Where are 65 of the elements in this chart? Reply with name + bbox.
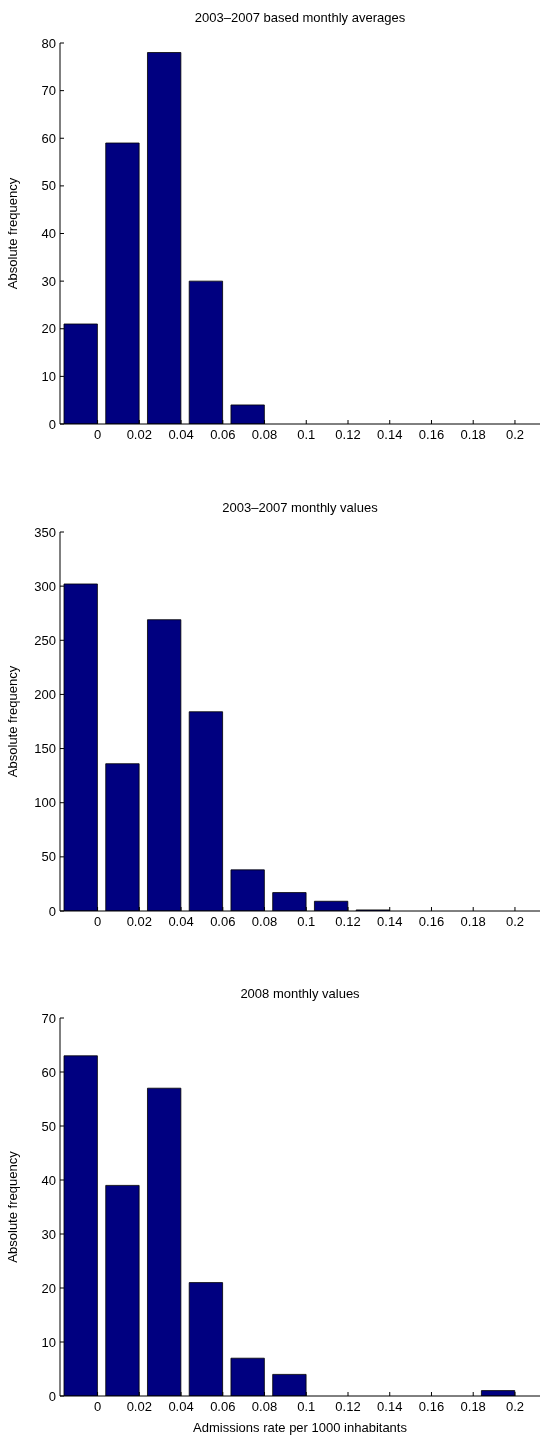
- y-tick-label: 40: [41, 1172, 56, 1188]
- x-tick-label: 0.1: [297, 914, 316, 930]
- x-tick-label: 0: [93, 914, 102, 930]
- x-tick-label: 0: [93, 427, 102, 443]
- x-tick-label: 0.04: [168, 1399, 194, 1415]
- x-tick-label: 0.2: [505, 1399, 524, 1415]
- x-tick-label: 0.2: [505, 914, 524, 930]
- y-tick-label: 0: [48, 416, 56, 432]
- chart-title: 2008 monthly values: [239, 986, 361, 1001]
- y-tick-label: 350: [34, 524, 56, 540]
- x-tick-label: 0.06: [210, 914, 236, 930]
- y-tick-label: 80: [41, 35, 56, 51]
- x-tick-label: 0.02: [126, 427, 152, 443]
- y-tick-label: 250: [34, 632, 56, 648]
- x-tick-label: 0.08: [251, 1399, 278, 1415]
- y-tick-label: 20: [41, 321, 56, 337]
- y-tick-label: 0: [48, 1388, 56, 1404]
- y-tick-label: 30: [41, 273, 56, 289]
- y-tick-label: 50: [41, 849, 56, 865]
- y-tick-label: 70: [41, 1010, 56, 1026]
- x-tick-label: 0.02: [126, 914, 152, 930]
- x-tick-label: 0.16: [418, 914, 445, 930]
- y-axis-title: Absolute frequency: [4, 665, 20, 778]
- x-tick-label: 0.12: [335, 427, 361, 443]
- y-axis-title: Absolute frequency: [4, 177, 20, 290]
- x-axis-title: Admissions rate per 1000 inhabitants: [193, 1420, 408, 1435]
- x-tick-label: 0: [93, 1399, 102, 1415]
- chart-title: 2003–2007 monthly values: [221, 500, 379, 515]
- y-tick-label: 70: [41, 83, 56, 99]
- x-tick-label: 0.12: [335, 1399, 361, 1415]
- x-tick-label: 0.06: [210, 427, 236, 443]
- x-tick-label: 0.16: [418, 1399, 445, 1415]
- y-tick-label: 20: [41, 1280, 56, 1296]
- x-tick-label: 0.18: [460, 427, 486, 443]
- x-tick-label: 0.06: [210, 1399, 236, 1415]
- y-tick-label: 30: [41, 1226, 56, 1242]
- y-tick-label: 150: [34, 741, 56, 757]
- y-tick-label: 200: [34, 687, 56, 703]
- y-tick-label: 40: [41, 226, 56, 242]
- x-tick-label: 0.18: [460, 1399, 486, 1415]
- x-tick-label: 0.14: [377, 1399, 403, 1415]
- y-tick-label: 50: [41, 178, 56, 194]
- x-tick-label: 0.16: [418, 427, 445, 443]
- y-tick-label: 10: [41, 368, 56, 384]
- x-tick-label: 0.14: [377, 427, 403, 443]
- x-tick-label: 0.2: [505, 427, 524, 443]
- x-tick-label: 0.1: [297, 1399, 316, 1415]
- x-tick-label: 0.14: [377, 914, 403, 930]
- x-tick-label: 0.12: [335, 914, 361, 930]
- y-tick-label: 60: [41, 130, 56, 146]
- x-tick-label: 0.04: [168, 427, 194, 443]
- x-tick-label: 0.1: [297, 427, 316, 443]
- y-tick-label: 50: [41, 1118, 56, 1134]
- x-tick-label: 0.02: [126, 1399, 152, 1415]
- y-tick-label: 100: [34, 795, 56, 811]
- x-tick-label: 0.08: [251, 427, 278, 443]
- x-tick-label: 0.18: [460, 914, 486, 930]
- chart-title: 2003–2007 based monthly averages: [193, 10, 407, 25]
- y-axis-title: Absolute frequency: [4, 1150, 20, 1263]
- y-tick-label: 60: [41, 1064, 56, 1080]
- y-tick-label: 300: [34, 578, 56, 594]
- y-tick-label: 0: [48, 903, 56, 919]
- x-tick-label: 0.08: [251, 914, 278, 930]
- y-tick-label: 10: [41, 1334, 56, 1350]
- x-tick-label: 0.04: [168, 914, 194, 930]
